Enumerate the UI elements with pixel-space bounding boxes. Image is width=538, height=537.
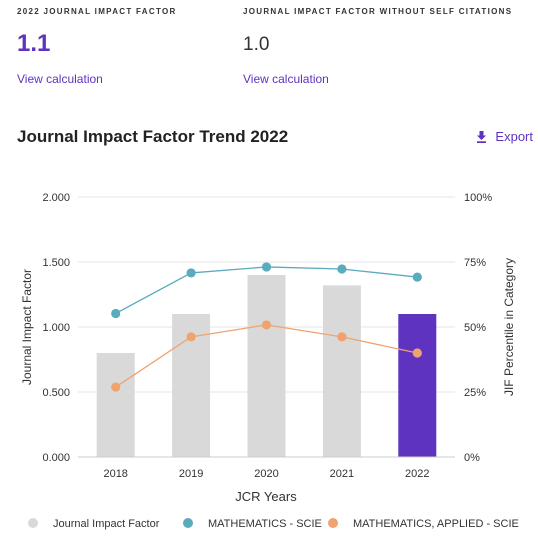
y2-tick-label: 25% bbox=[464, 387, 486, 399]
series-point bbox=[261, 320, 272, 330]
legend-marker bbox=[28, 518, 38, 528]
series-point bbox=[337, 264, 347, 274]
x-tick-label: 2018 bbox=[103, 468, 127, 480]
bar bbox=[398, 314, 437, 457]
y2-tick-label: 75% bbox=[464, 257, 486, 269]
y-tick-label: 0.500 bbox=[42, 387, 70, 399]
trend-title: Journal Impact Factor Trend 2022 bbox=[17, 127, 289, 146]
legend-marker bbox=[328, 518, 338, 528]
x-tick-label: 2021 bbox=[330, 468, 354, 480]
series-point bbox=[261, 262, 272, 272]
jif-no-self-view-calculation-link[interactable]: View calculation bbox=[243, 72, 329, 86]
y-tick-label: 0.000 bbox=[42, 452, 70, 464]
series-point bbox=[186, 332, 196, 342]
jif-no-self-label: JOURNAL IMPACT FACTOR WITHOUT SELF CITAT… bbox=[243, 7, 513, 16]
jif-no-self-value: 1.0 bbox=[243, 34, 270, 55]
export-button[interactable]: Export bbox=[476, 129, 533, 144]
y2-tick-label: 100% bbox=[464, 192, 492, 204]
download-icon bbox=[477, 130, 487, 143]
y-axis-title: Journal Impact Factor bbox=[20, 269, 34, 385]
series-point bbox=[337, 332, 347, 342]
y2-tick-label: 50% bbox=[464, 322, 486, 334]
x-tick-label: 2019 bbox=[179, 468, 203, 480]
bar bbox=[322, 285, 361, 457]
series-point bbox=[412, 272, 422, 282]
y-tick-label: 1.000 bbox=[42, 322, 70, 334]
x-tick-label: 2020 bbox=[254, 468, 278, 480]
legend-marker bbox=[183, 518, 193, 528]
jif-label: 2022 JOURNAL IMPACT FACTOR bbox=[17, 7, 177, 16]
x-axis-title: JCR Years bbox=[235, 489, 297, 504]
export-label: Export bbox=[495, 129, 533, 144]
bar bbox=[247, 275, 286, 457]
series-point bbox=[111, 382, 121, 392]
series-point bbox=[186, 268, 196, 278]
legend-label: Journal Impact Factor bbox=[53, 518, 160, 530]
legend-label: MATHEMATICS - SCIE bbox=[208, 518, 322, 530]
series-point bbox=[111, 308, 121, 319]
bar bbox=[96, 353, 135, 457]
jif-value: 1.1 bbox=[17, 30, 51, 57]
y-tick-label: 2.000 bbox=[42, 192, 70, 204]
legend-label: MATHEMATICS, APPLIED - SCIE bbox=[353, 518, 519, 530]
y2-axis-title: JIF Percentile in Category bbox=[502, 258, 516, 396]
y-tick-label: 1.500 bbox=[42, 257, 70, 269]
series-point bbox=[412, 348, 422, 358]
jif-view-calculation-link[interactable]: View calculation bbox=[17, 72, 103, 86]
x-tick-label: 2022 bbox=[405, 468, 429, 480]
y2-tick-label: 0% bbox=[464, 452, 480, 464]
